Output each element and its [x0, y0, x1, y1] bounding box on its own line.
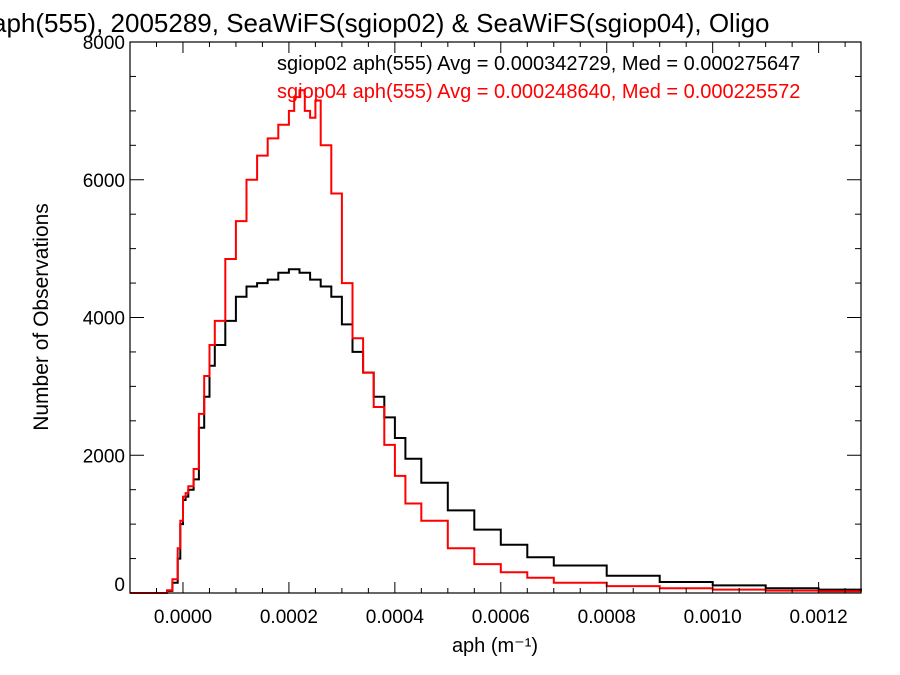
- x-tick-label: 0.0006: [472, 607, 530, 628]
- x-tick-label: 0.0012: [790, 607, 848, 628]
- chart-title: aph(555), 2005289, SeaWiFS(sgiop02) & Se…: [0, 8, 770, 38]
- legend-text-sgiop02: sgiop02 aph(555) Avg = 0.000342729, Med …: [277, 53, 800, 75]
- x-tick-label: 0.0002: [260, 607, 318, 628]
- x-tick-label: 0.0008: [578, 607, 636, 628]
- y-axis-label: Number of Observations: [30, 203, 53, 431]
- x-tick-label: 0.0000: [154, 607, 212, 628]
- x-tick-label: 0.0010: [684, 607, 742, 628]
- axis-layer: 0.0000 0.0002 0.0004 0.0006 0.0008 0.0010 0.00…: [83, 33, 861, 628]
- y-tick-label: 2000: [83, 446, 125, 467]
- x-tick-label: 0.0004: [366, 607, 425, 628]
- series-layer: [130, 89, 862, 594]
- y-tick-label: 4000: [83, 309, 125, 330]
- x-axis-label: aph (m⁻¹): [452, 635, 538, 657]
- legend-text-sgiop04: sgiop04 aph(555) Avg = 0.000248640, Med …: [277, 81, 800, 103]
- y-tick-label: 8000: [83, 33, 125, 54]
- y-tick-label: 6000: [83, 171, 125, 192]
- series-line-sgiop02: [130, 268, 862, 594]
- plot-frame: [129, 41, 862, 594]
- y-tick-label: 0: [114, 575, 125, 596]
- series-line-sgiop04: [130, 89, 862, 594]
